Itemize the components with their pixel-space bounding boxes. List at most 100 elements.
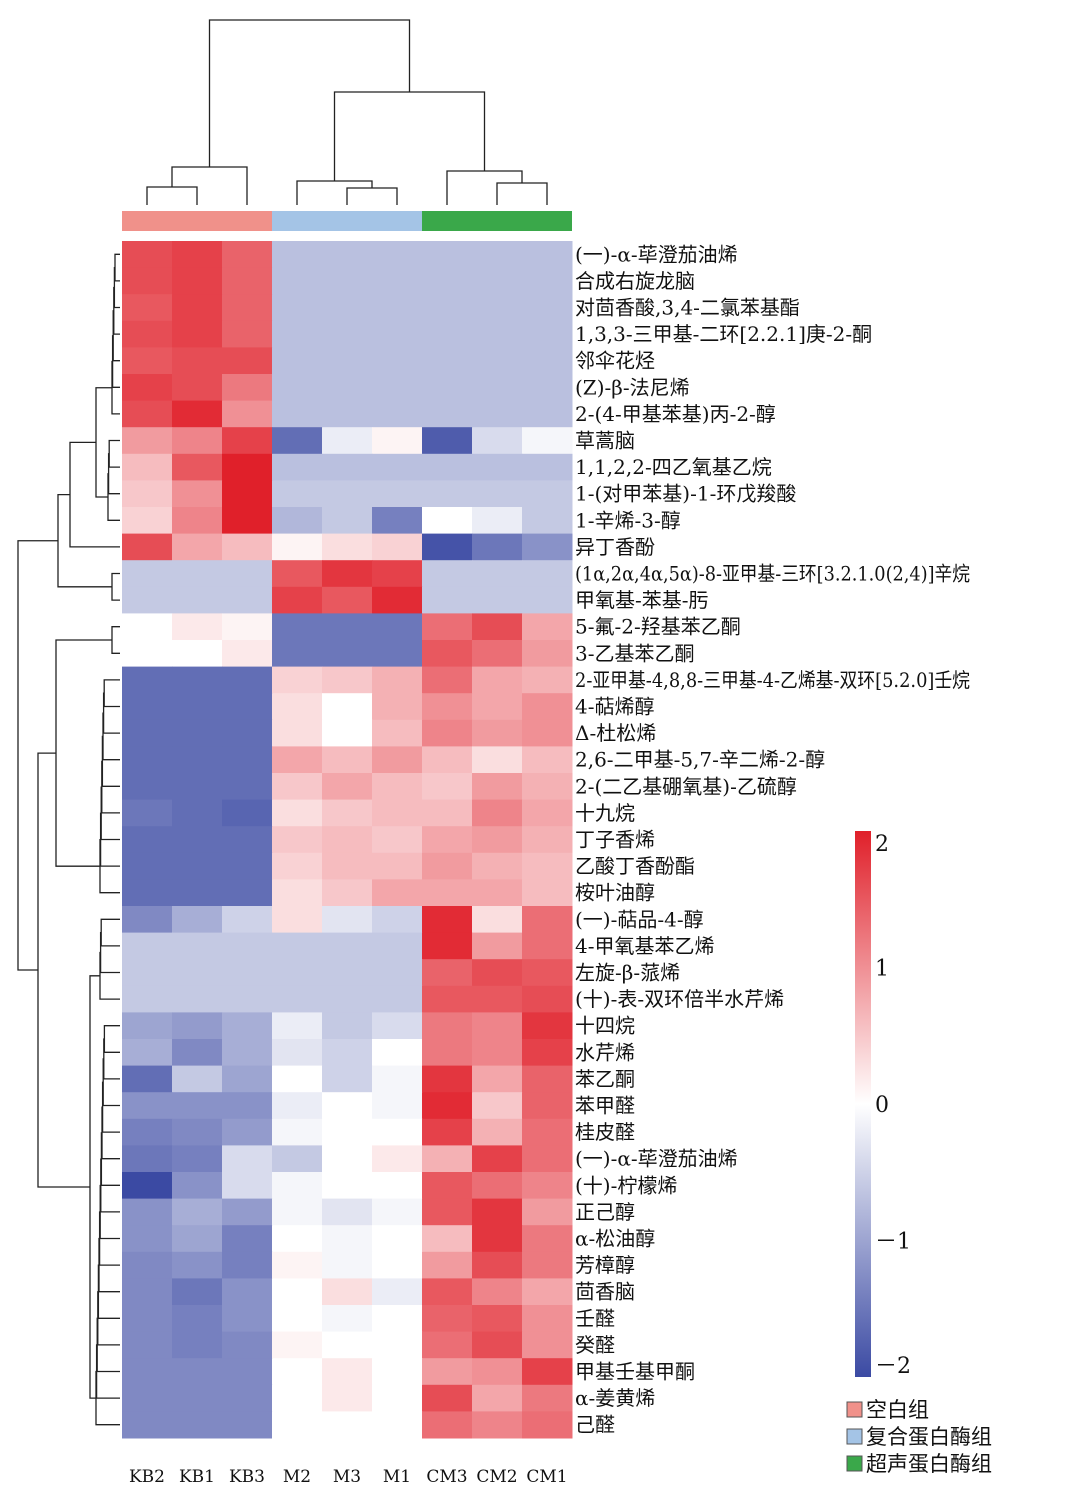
dendrogram-branch bbox=[111, 626, 120, 654]
heatmap-cell bbox=[522, 453, 573, 481]
heatmap-cell bbox=[372, 1331, 423, 1359]
row-label: 左旋-β-蒎烯 bbox=[575, 961, 680, 985]
heatmap-cell bbox=[272, 320, 323, 348]
colorbar-tick-label: 2 bbox=[875, 832, 889, 857]
dendrogram-branch bbox=[107, 473, 120, 521]
dendrogram-branch bbox=[111, 572, 120, 601]
heatmap-cell bbox=[172, 560, 223, 588]
heatmap-cell bbox=[522, 932, 573, 960]
heatmap-cell bbox=[522, 1411, 573, 1439]
heatmap-cell bbox=[422, 560, 473, 588]
heatmap-cell bbox=[372, 959, 423, 987]
heatmap-cell bbox=[522, 746, 573, 774]
dendrogram-branch bbox=[102, 1058, 120, 1107]
heatmap-cell bbox=[472, 959, 523, 987]
heatmap-cell bbox=[522, 586, 573, 614]
heatmap-cell bbox=[522, 1198, 573, 1226]
heatmap-cell bbox=[222, 427, 273, 455]
dendrogram-branch bbox=[89, 975, 100, 1399]
row-label: (一)-α-荜澄茄油烯 bbox=[575, 1147, 738, 1171]
heatmap-cell bbox=[122, 267, 173, 295]
heatmap-cell bbox=[422, 1012, 473, 1040]
heatmap-cell bbox=[172, 799, 223, 827]
heatmap-cell bbox=[522, 533, 573, 561]
heatmap-cell bbox=[272, 879, 323, 907]
heatmap-cell bbox=[122, 1012, 173, 1040]
heatmap-cell bbox=[172, 852, 223, 880]
heatmap-cell bbox=[122, 427, 173, 455]
heatmap-cell bbox=[472, 374, 523, 402]
heatmap-cell bbox=[322, 427, 373, 455]
heatmap-cell bbox=[272, 1198, 323, 1226]
heatmap-cell bbox=[372, 1225, 423, 1253]
heatmap-cell bbox=[372, 773, 423, 801]
row-dendrogram bbox=[17, 253, 120, 1426]
heatmap-cell bbox=[172, 1305, 223, 1333]
heatmap-cell bbox=[522, 1225, 573, 1253]
heatmap-cell bbox=[172, 1411, 223, 1439]
row-label: 癸醛 bbox=[575, 1333, 615, 1357]
heatmap-cell bbox=[522, 374, 573, 402]
heatmap-cell bbox=[372, 1092, 423, 1120]
heatmap-cell bbox=[472, 480, 523, 508]
heatmap-cell bbox=[522, 959, 573, 987]
heatmap-cell bbox=[522, 427, 573, 455]
column-labels: KB2 KB1 KB3 M2 M3 M1 CM3 CM2 CM1 bbox=[129, 1467, 568, 1487]
heatmap-cell bbox=[222, 693, 273, 721]
heatmap-cell bbox=[522, 1092, 573, 1120]
heatmap-cell bbox=[322, 1118, 373, 1146]
heatmap-cell bbox=[222, 1251, 273, 1279]
dendrogram-branch bbox=[101, 735, 120, 787]
heatmap-cell bbox=[272, 1145, 323, 1173]
heatmap-cell bbox=[522, 826, 573, 854]
heatmap-cell bbox=[222, 959, 273, 987]
heatmap-cell bbox=[122, 1358, 173, 1386]
colorbar-tick-label: －1 bbox=[875, 1230, 911, 1255]
heatmap-cell bbox=[472, 1039, 523, 1067]
heatmap-cell bbox=[172, 320, 223, 348]
heatmap-cell bbox=[322, 932, 373, 960]
heatmap-cell bbox=[472, 1118, 523, 1146]
heatmap-cell bbox=[122, 826, 173, 854]
heatmap-cell bbox=[122, 640, 173, 668]
heatmap-cell bbox=[372, 719, 423, 747]
heatmap-cell bbox=[122, 294, 173, 322]
heatmap-cell bbox=[372, 1384, 423, 1412]
legend-swatch bbox=[846, 1428, 863, 1445]
heatmap-cell bbox=[522, 906, 573, 934]
row-label: 苯甲醛 bbox=[575, 1094, 635, 1118]
row-label: (一)-α-荜澄茄油烯 bbox=[575, 242, 738, 266]
heatmap-cell bbox=[272, 985, 323, 1013]
heatmap-cell bbox=[172, 906, 223, 934]
heatmap-cell bbox=[322, 1172, 373, 1200]
dendrogram-branch bbox=[100, 918, 120, 947]
heatmap-cell bbox=[322, 1331, 373, 1359]
heatmap-cell bbox=[122, 1411, 173, 1439]
group-bar-segment bbox=[122, 211, 272, 231]
heatmap-cell bbox=[222, 1039, 273, 1067]
row-label: 壬醛 bbox=[575, 1306, 615, 1330]
heatmap-cell bbox=[522, 1331, 573, 1359]
heatmap-cell bbox=[272, 613, 323, 641]
heatmap-cell bbox=[322, 533, 373, 561]
heatmap-cell bbox=[322, 666, 373, 694]
heatmap-cell bbox=[172, 773, 223, 801]
dendrogram-branch bbox=[171, 166, 248, 205]
heatmap-cell bbox=[372, 1278, 423, 1306]
column-label: KB3 bbox=[229, 1467, 265, 1487]
heatmap-cell bbox=[372, 267, 423, 295]
heatmap-cell bbox=[422, 400, 473, 428]
heatmap-cell bbox=[122, 560, 173, 588]
heatmap-cell bbox=[522, 1384, 573, 1412]
heatmap-cell bbox=[422, 374, 473, 402]
heatmap-cell bbox=[122, 1225, 173, 1253]
heatmap-cell bbox=[172, 879, 223, 907]
heatmap-cell bbox=[322, 746, 373, 774]
heatmap-cell bbox=[522, 267, 573, 295]
column-dendrogram bbox=[146, 19, 548, 205]
heatmap-cell bbox=[322, 1305, 373, 1333]
row-label: 十四烷 bbox=[575, 1014, 635, 1038]
row-label: 乙酸丁香酚酯 bbox=[575, 854, 695, 878]
heatmap-cell bbox=[422, 1305, 473, 1333]
